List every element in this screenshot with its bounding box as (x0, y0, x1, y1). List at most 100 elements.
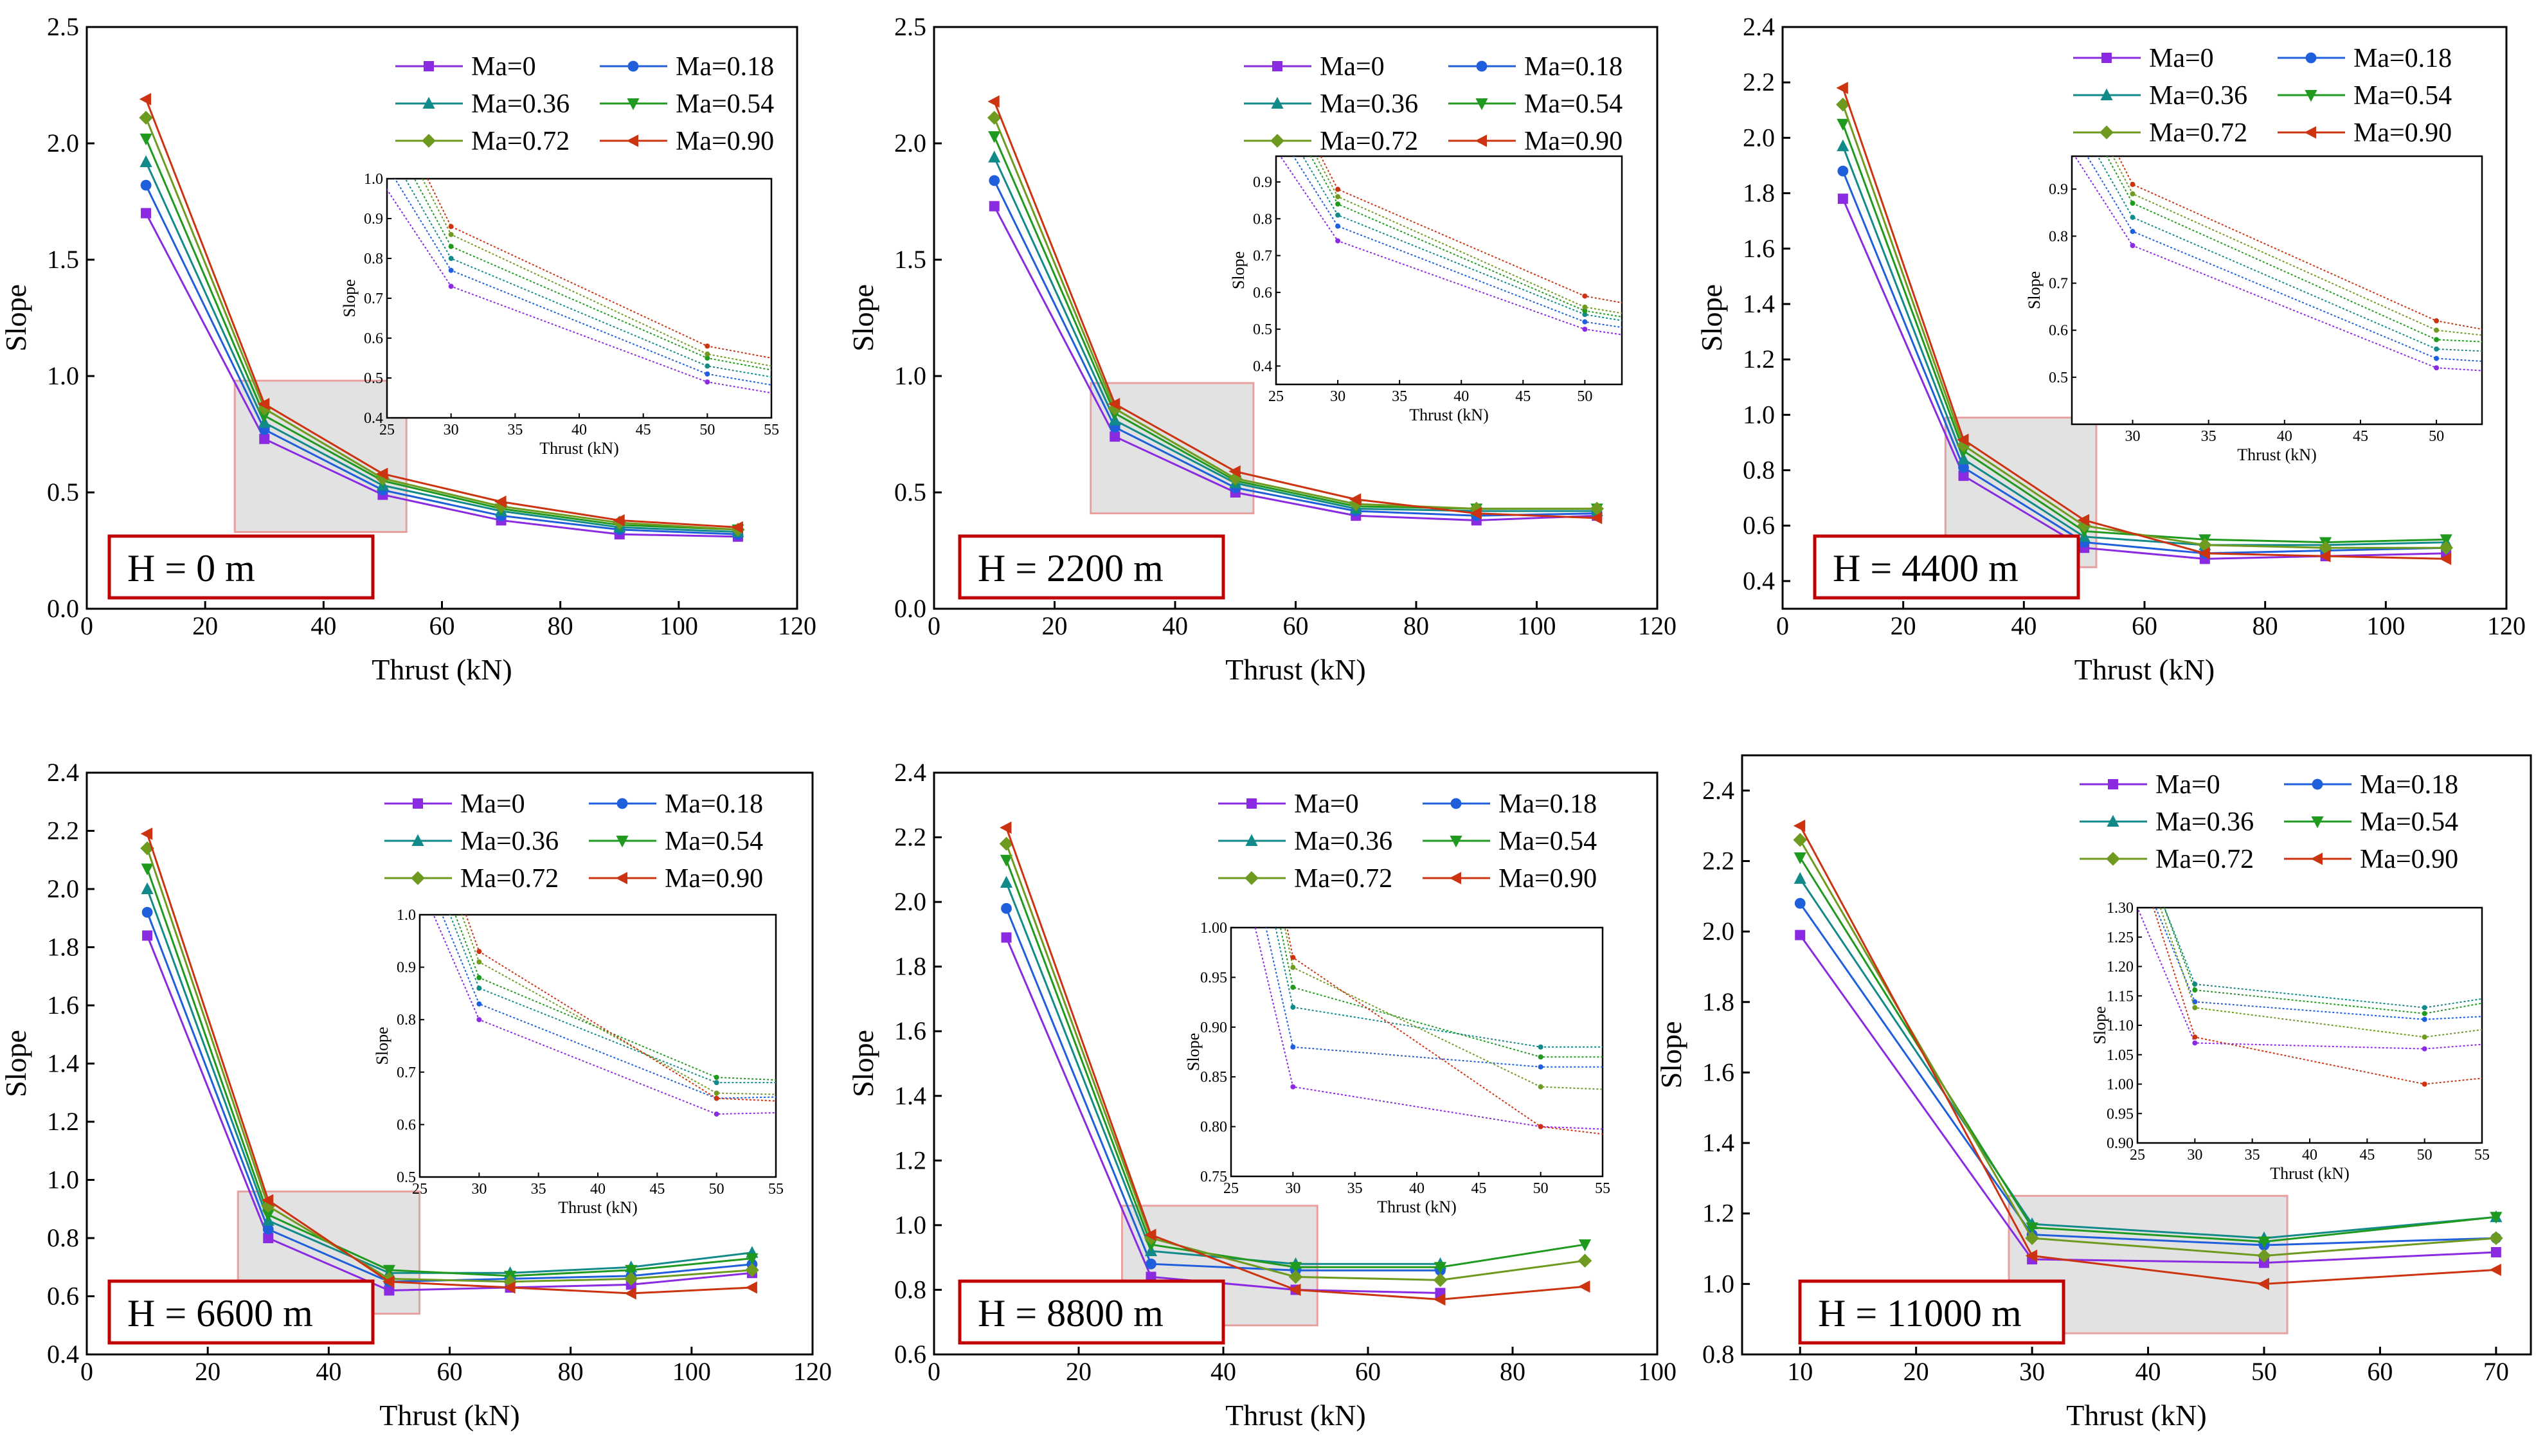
series-line-1 (145, 212, 738, 538)
data-point (1837, 118, 1849, 131)
legend-label: Ma=0.90 (1524, 127, 1623, 156)
data-point (1837, 165, 1849, 177)
inset-x-tick-label: 25 (412, 1181, 427, 1198)
inset-data-point (1189, 1117, 1194, 1122)
inset-data-point (476, 949, 482, 955)
inset-x-tick-label: 30 (2187, 1147, 2202, 1164)
inset-data-point (961, 423, 966, 428)
data-point (988, 150, 1001, 163)
inset-y-tick-label: 0.5 (364, 370, 383, 387)
data-point (140, 179, 152, 191)
inset-data-point (2033, 1034, 2038, 1039)
inset-data-point (1582, 327, 1588, 332)
inset-y-tick-label: 0.5 (2049, 370, 2068, 386)
inset-y-tick-label: 0.9 (2049, 181, 2068, 198)
legend-label: Ma=0 (2155, 770, 2220, 800)
data-point (1289, 1283, 1301, 1297)
x-tick-label: 60 (1283, 611, 1309, 640)
data-point (2257, 1248, 2271, 1263)
y-tick-label: 0.6 (47, 1282, 79, 1311)
x-axis-label: Thrust (kN) (1225, 1399, 1365, 1432)
inset-x-tick-label: 45 (2353, 428, 2368, 445)
inset-y-tick-label: 0.6 (1253, 285, 1272, 301)
series-line-6 (1799, 825, 2496, 1285)
inset-data-point (1786, 1054, 1791, 1059)
data-point (625, 1264, 638, 1277)
y-tick-label: 2.4 (894, 758, 926, 787)
inset-x-tick-label: 30 (444, 422, 459, 438)
y-tick-label: 0.6 (894, 1340, 926, 1369)
legend-label: Ma=0.72 (471, 127, 570, 156)
x-tick-label: 10 (1787, 1357, 1813, 1386)
legend-label: Ma=0.90 (665, 864, 763, 894)
data-point (1837, 139, 1849, 152)
data-point (1836, 82, 1848, 94)
inset-series-line-3 (404, 179, 771, 378)
inset-data-point (448, 231, 454, 237)
inset-series-line-5 (2159, 908, 2482, 1038)
inset-y-tick-label: 1.20 (2107, 959, 2134, 976)
data-point (999, 836, 1014, 851)
x-tick-label: 100 (672, 1357, 711, 1386)
data-point (141, 863, 154, 876)
inset-data (433, 915, 1194, 1122)
inset-data-point (1473, 439, 1479, 444)
x-tick-label: 40 (1162, 611, 1188, 640)
inset-data-point (1290, 984, 1296, 990)
series-line-3 (1799, 878, 2497, 1239)
inset-data-point (1963, 341, 1968, 346)
y-tick-label: 0.0 (47, 594, 79, 623)
inset-x-tick-label: 25 (1268, 388, 1284, 405)
inset-y-tick-label: 0.8 (2049, 228, 2068, 245)
inset-chart: 25 30 35 40 45 50 55 0.4 0.5 0.6 0.7 0.8 0.9 1.0 Thrus… (340, 171, 1479, 458)
data-point (2257, 1277, 2269, 1290)
inset-data-point (2422, 1046, 2427, 1052)
inset-data-point (1473, 443, 1479, 448)
altitude-badge-label: H = 8800 m (978, 1292, 1164, 1335)
y-tick-label: 1.0 (47, 361, 79, 390)
inset-x-tick-label: 40 (590, 1181, 606, 1198)
inset-data-point (705, 355, 710, 361)
inset-x-tick-label: 50 (1577, 388, 1592, 405)
legend-marker (616, 798, 628, 809)
altitude-badge-label: H = 4400 m (1833, 547, 2019, 589)
x-tick-label: 80 (1403, 611, 1429, 640)
altitude-badge-box (1798, 1279, 2065, 1345)
inset-data-point (951, 1080, 957, 1085)
x-axis-label: Thrust (kN) (379, 1399, 519, 1432)
inset-data-point (1043, 39, 1048, 44)
inset-y-tick-label: 0.95 (2107, 1106, 2134, 1122)
inset-data-point (2434, 337, 2440, 343)
inset-data-point (2130, 191, 2136, 197)
x-tick-label: 40 (2011, 611, 2037, 640)
series-line-4 (146, 868, 753, 1277)
data-point (1108, 397, 1120, 411)
y-tick-label: 1.4 (1702, 1128, 1734, 1157)
inset-data-point (1538, 1064, 1543, 1070)
inset-data-point (1538, 1084, 1543, 1090)
y-axis-label: Slope (1695, 284, 1728, 352)
x-tick-label: 30 (2019, 1357, 2045, 1386)
inset-x-tick-label: 35 (531, 1181, 546, 1198)
inset-frame (1275, 155, 1623, 386)
legend-label: Ma=0.18 (2353, 44, 2452, 73)
x-tick-label: 50 (2251, 1357, 2277, 1386)
inset-y-axis-label: Slope (340, 279, 359, 317)
inset-y-tick-label: 0.6 (364, 330, 383, 347)
legend-label: Ma=0 (1320, 52, 1385, 82)
data-point (745, 1263, 759, 1277)
y-tick-label: 2.4 (47, 758, 79, 787)
inset-chart: 25 30 35 40 45 50 55 0.90 0.95 1.00 1.05 1.10 1.15 1.… (1963, 341, 2490, 1183)
data-point (1228, 465, 1241, 478)
data-point (139, 111, 153, 125)
inset-data-point (1189, 1090, 1194, 1095)
y-tick-label: 2.0 (1743, 123, 1775, 152)
inset-data-point (705, 371, 710, 377)
inset-y-axis-label: Slope (1184, 1033, 1203, 1071)
inset-data-point (2422, 1016, 2427, 1022)
y-tick-label: 1.0 (1743, 400, 1775, 429)
inset-data-point (1189, 1101, 1194, 1106)
inset-y-tick-label: 0.4 (364, 410, 383, 427)
series-line-3 (1842, 145, 2447, 546)
